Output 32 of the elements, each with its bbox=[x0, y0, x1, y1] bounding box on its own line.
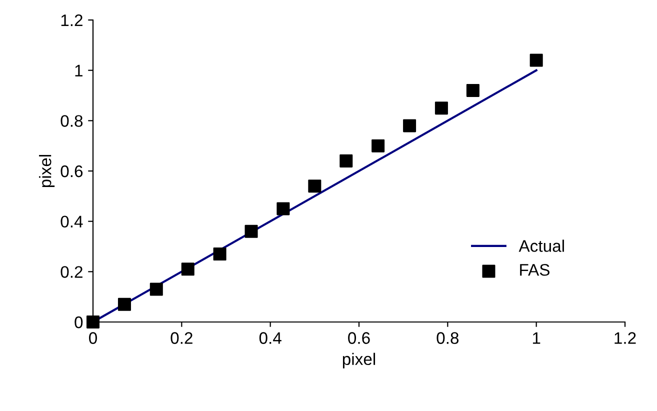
x-axis-title: pixel bbox=[342, 352, 376, 368]
point bbox=[530, 54, 543, 67]
x-tick-label: 0.2 bbox=[170, 332, 192, 344]
x-tick-label: 0.6 bbox=[348, 332, 370, 344]
point bbox=[181, 262, 194, 276]
y-tick-label: 0.6 bbox=[60, 165, 83, 178]
point bbox=[118, 298, 131, 311]
y-tick-label: 0 bbox=[74, 316, 83, 328]
x-tick-label: 1 bbox=[532, 332, 540, 344]
point bbox=[213, 248, 226, 261]
point bbox=[308, 180, 322, 193]
point bbox=[150, 282, 163, 296]
y-tick-label: 0.2 bbox=[60, 266, 82, 278]
x-tick-label: 0.8 bbox=[436, 332, 459, 344]
x-tick-label: 0.4 bbox=[259, 332, 282, 344]
point bbox=[340, 154, 353, 168]
point bbox=[434, 102, 448, 115]
x-tick-label: 0 bbox=[89, 332, 97, 344]
legend-label: Actual bbox=[518, 240, 564, 252]
point bbox=[244, 224, 258, 238]
y-tick-label: 1.2 bbox=[61, 14, 82, 26]
point bbox=[372, 139, 385, 152]
point bbox=[466, 84, 480, 97]
point bbox=[86, 315, 100, 329]
point bbox=[276, 202, 290, 216]
point bbox=[403, 119, 416, 132]
legend-label: FAS bbox=[520, 264, 550, 276]
y-tick-label: 0.4 bbox=[60, 216, 83, 228]
y-axis-title: pixel bbox=[39, 154, 55, 188]
y-tick-label: 0.8 bbox=[60, 115, 83, 127]
y-tick-label: 1 bbox=[75, 64, 82, 76]
x-tick-label: 1.2 bbox=[614, 332, 636, 344]
